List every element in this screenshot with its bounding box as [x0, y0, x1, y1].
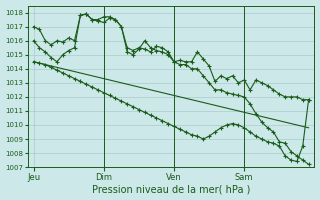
X-axis label: Pression niveau de la mer( hPa ): Pression niveau de la mer( hPa )	[92, 184, 250, 194]
